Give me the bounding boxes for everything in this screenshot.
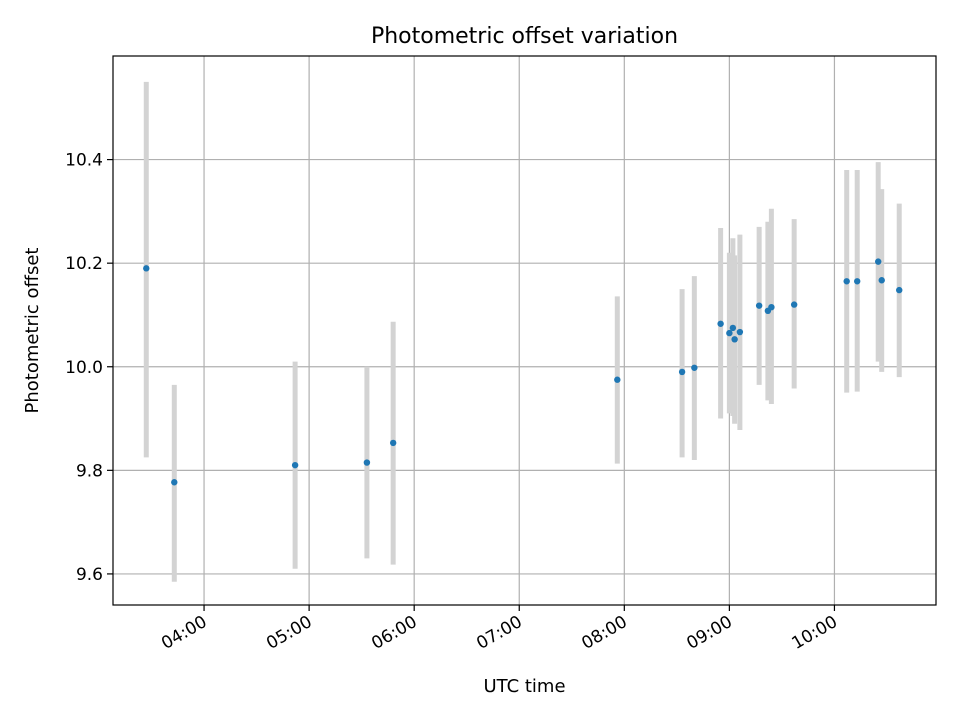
x-axis-ticks: 04:00 05:00 06:00 07:00 08:00 09:00 10:00 (158, 605, 841, 654)
y-axis-label: Photometric offset (22, 248, 43, 414)
y-tick-label: 10.4 (65, 151, 103, 171)
data-point (854, 278, 861, 285)
chart-title: Photometric offset variation (371, 24, 678, 49)
data-point (389, 439, 397, 447)
x-tick-label: 07:00 (473, 612, 525, 654)
x-tick-label: 06:00 (368, 612, 420, 654)
grid-lines (113, 56, 936, 605)
x-tick-label: 04:00 (158, 612, 210, 654)
data-point (878, 277, 885, 284)
x-tick-label: 05:00 (263, 612, 315, 654)
data-point (768, 303, 775, 311)
data-point (363, 459, 371, 466)
x-tick-label: 08:00 (578, 612, 630, 654)
x-tick-label: 09:00 (683, 612, 735, 654)
data-point (875, 258, 882, 265)
data-point (678, 368, 686, 376)
data-point (171, 479, 178, 486)
plot-frame (112, 55, 937, 606)
x-axis-label: UTC time (483, 676, 565, 697)
data-point (726, 329, 733, 337)
y-axis-ticks: 9.6 9.8 10.0 10.2 10.4 (65, 151, 113, 585)
y-tick-label: 10.0 (65, 358, 103, 378)
data-point (731, 336, 738, 343)
data-point (729, 324, 737, 332)
data-point (691, 364, 698, 371)
data-point (843, 278, 850, 285)
error-bars (143, 81, 902, 582)
data-point (790, 301, 798, 308)
data-points (143, 258, 903, 486)
data-point (896, 286, 903, 294)
data-point (717, 320, 724, 327)
data-point (143, 265, 150, 272)
x-tick-label: 10:00 (789, 612, 841, 654)
data-point (755, 302, 763, 309)
y-tick-label: 10.2 (65, 254, 103, 274)
y-tick-label: 9.6 (76, 565, 103, 585)
y-tick-label: 9.8 (76, 461, 103, 481)
data-point (291, 461, 299, 469)
data-point (614, 376, 621, 383)
data-point (736, 328, 744, 336)
